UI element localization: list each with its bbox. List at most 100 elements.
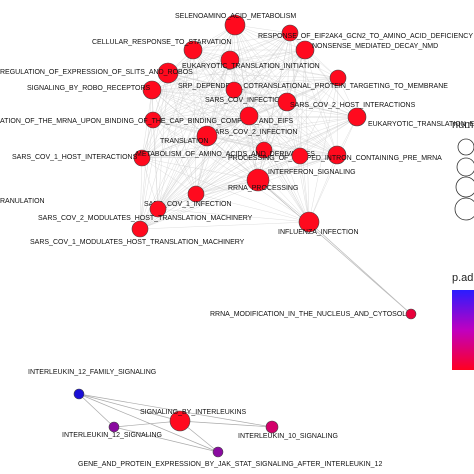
node-label-rrna-proc: RRNA_PROCESSING <box>228 185 298 192</box>
network-edge <box>139 72 169 230</box>
node-label-sars1-hi: SARS_COV_1_HOST_INTERACTIONS <box>12 154 138 161</box>
network-edge <box>152 77 339 121</box>
node-label-eti: EUKARYOTIC_TRANSLATION_INITIATION <box>182 63 320 70</box>
node-sars2-inf <box>239 106 259 126</box>
network-edge <box>141 149 265 159</box>
node-label-mrna-cap: ATION_OF_THE_MRNA_UPON_BINDING_OF_THE_CA… <box>0 118 293 125</box>
network-edge <box>141 157 259 181</box>
node-il12-sig <box>108 421 120 433</box>
network-edge <box>78 393 181 422</box>
node-label-sars1-mod: SARS_COV_1_MODULATES_HOST_TRANSLATION_MA… <box>30 239 245 246</box>
network-edge <box>299 155 310 223</box>
node-label-sars2-hi: SARS_COV_2_HOST_INTERACTIONS <box>290 102 416 109</box>
network-edge <box>304 49 338 156</box>
network-edge <box>195 115 250 195</box>
node-label-sars2-mod: SARS_COV_2_MODULATES_HOST_TRANSLATION_MA… <box>38 215 253 222</box>
network-edge <box>336 77 339 156</box>
network-edge <box>167 59 231 74</box>
network-edge <box>229 32 291 61</box>
node-label-ete: EUKARYOTIC_TRANSLATION_ELONGATION <box>368 121 474 128</box>
network-edge <box>195 193 310 223</box>
node-label-il10-sig: INTERLEUKIN_10_SIGNALING <box>238 433 338 440</box>
network-edge <box>152 115 250 121</box>
network-edge <box>192 49 339 79</box>
node-label-jak-stat: GENE_AND_PROTEIN_EXPRESSION_BY_JAK_STAT_… <box>78 461 382 468</box>
network-edge <box>234 24 306 51</box>
network-edge <box>78 393 273 428</box>
network-edge <box>139 119 154 230</box>
node-label-srp: SRP_DEPENDENT_COTRANSLATIONAL_PROTEIN_TA… <box>178 83 448 90</box>
node-nmd <box>295 40 315 60</box>
network-edge <box>139 193 197 230</box>
network-edge <box>167 72 208 137</box>
node-il10-sig <box>265 420 279 434</box>
size-legend: num <box>452 119 474 221</box>
network-edge <box>195 101 288 195</box>
network-edge <box>206 135 338 156</box>
network-edge <box>139 157 143 230</box>
network-edge <box>157 101 288 210</box>
node-eti <box>220 50 240 70</box>
node-label-signaling-il: SIGNALING_BY_INTERLEUKINS <box>140 409 247 416</box>
network-edge <box>195 59 231 195</box>
network-edge <box>151 59 231 91</box>
network-edge <box>233 77 339 91</box>
color-legend-bar <box>452 290 474 370</box>
node-sars1-hi <box>133 149 151 167</box>
network-edge <box>206 135 301 157</box>
network-edge <box>139 221 310 230</box>
network-edge <box>157 155 301 210</box>
node-mrna-cap <box>144 111 162 129</box>
network-edge <box>151 89 358 118</box>
node-translation <box>196 125 218 147</box>
network-edge <box>157 149 265 210</box>
network-edge <box>139 24 236 230</box>
network-edge <box>139 77 339 230</box>
network-edge <box>308 154 338 223</box>
network-edge <box>192 49 250 117</box>
network-edge <box>167 72 339 79</box>
network-edge <box>286 101 358 118</box>
network-edge <box>192 49 259 181</box>
network-edge <box>299 116 358 157</box>
network-edge <box>152 32 291 121</box>
network-edge <box>248 115 301 157</box>
network-edge <box>141 89 235 159</box>
network-edge <box>229 59 310 223</box>
network-edge <box>141 59 231 159</box>
network-edge <box>229 59 288 103</box>
node-label-translation: TRANSLATION <box>160 138 209 145</box>
network-edge <box>257 179 412 315</box>
network-edge <box>206 116 358 137</box>
network-edge <box>286 101 338 156</box>
network-edge <box>248 32 291 117</box>
network-edge <box>308 116 358 223</box>
node-label-sars-cov-inf: SARS_COV_INFECTIONS <box>205 97 290 104</box>
node-label-il12-sig: INTERLEUKIN_12_SIGNALING <box>62 432 162 439</box>
node-robo <box>142 80 162 100</box>
network-edge <box>248 49 306 117</box>
network-edge <box>151 89 301 157</box>
network-edge <box>151 89 250 117</box>
network-edge <box>157 135 208 210</box>
network-edge <box>289 32 310 223</box>
node-selenoamino <box>224 14 246 36</box>
node-label-influenza: INFLUENZA_INFECTION <box>278 229 359 236</box>
network-edge <box>152 119 197 195</box>
network-edge <box>141 115 250 159</box>
network-edge <box>141 157 197 195</box>
network-edge <box>233 89 338 156</box>
network-edge <box>157 208 310 223</box>
network-edge <box>248 115 338 156</box>
network-edge <box>257 101 288 181</box>
network-edge <box>192 49 358 118</box>
node-sars-cov-inf <box>225 81 243 99</box>
network-edge <box>257 77 339 181</box>
node-jak-stat <box>212 446 224 458</box>
network-edge <box>167 72 301 157</box>
node-ete <box>347 107 367 127</box>
node-label-robo: SIGNALING_BY_ROBO_RECEPTORS <box>27 85 151 92</box>
network-edge <box>248 115 310 223</box>
network-edge <box>299 49 306 157</box>
node-label-il12-family: INTERLEUKIN_12_FAMILY_SIGNALING <box>28 369 156 376</box>
